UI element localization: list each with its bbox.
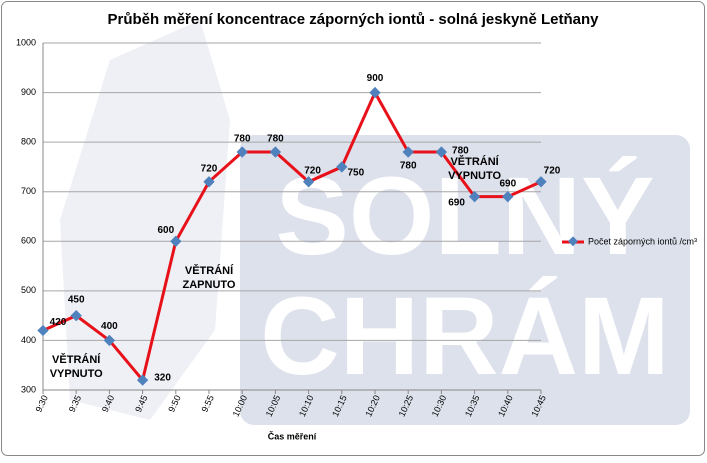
annotation: VYPNUTO (448, 170, 501, 182)
marker (136, 374, 149, 386)
line (42, 89, 542, 384)
chart-title: Průběh měření koncentrace záporných iont… (108, 11, 600, 28)
data-label: 690 (448, 197, 465, 208)
y-tick-label: 1000 (16, 37, 36, 47)
data-label: 780 (400, 161, 417, 172)
marker (336, 161, 348, 173)
y-tick-label: 600 (21, 236, 36, 246)
data-label: 420 (50, 317, 67, 328)
data-label: 750 (347, 168, 364, 179)
marker (535, 176, 547, 188)
data-label: 720 (544, 165, 561, 176)
watermark-crystal (60, 20, 230, 420)
marker (468, 191, 481, 203)
marker (203, 176, 215, 188)
annotation: ZAPNUTO (183, 279, 236, 291)
annotation: VĚTRÁNÍ (450, 155, 499, 168)
watermark-box (240, 135, 690, 425)
data-label: 600 (157, 225, 174, 236)
data-label: 780 (234, 134, 251, 145)
data-label: 320 (154, 373, 171, 384)
marker (502, 191, 514, 203)
data-label: 690 (499, 178, 516, 189)
watermark-text: SOLNÝ (276, 155, 655, 278)
data-label: 780 (452, 146, 469, 157)
y-tick-label: 800 (21, 137, 36, 147)
legend-marker (568, 236, 578, 247)
legend-label: Počet záporných iontů /cm³ (588, 236, 697, 246)
y-tick-label: 400 (21, 335, 36, 345)
data-label: 780 (267, 134, 284, 145)
marker (435, 146, 448, 158)
marker (37, 324, 49, 337)
data-label: 900 (367, 73, 384, 84)
y-tick-label: 900 (21, 87, 36, 97)
y-tick-label: 500 (21, 285, 36, 295)
x-axis-title: Čas měření (268, 430, 317, 441)
data-label: 720 (201, 163, 218, 174)
annotation: VYPNUTO (50, 368, 103, 380)
marker (170, 235, 182, 247)
annotation: VĚTRÁNÍ (52, 353, 101, 366)
data-label: 450 (68, 294, 85, 305)
data-label: 400 (101, 321, 118, 332)
marker (269, 146, 282, 158)
marker (402, 146, 414, 158)
y-tick-label: 300 (21, 384, 36, 394)
watermark-text: CHRÁM (260, 275, 669, 398)
y-tick-label: 700 (21, 186, 36, 196)
data-label: 720 (304, 165, 321, 176)
annotation: VĚTRÁNÍ (185, 264, 234, 277)
marker (302, 176, 315, 188)
marker (236, 146, 248, 158)
